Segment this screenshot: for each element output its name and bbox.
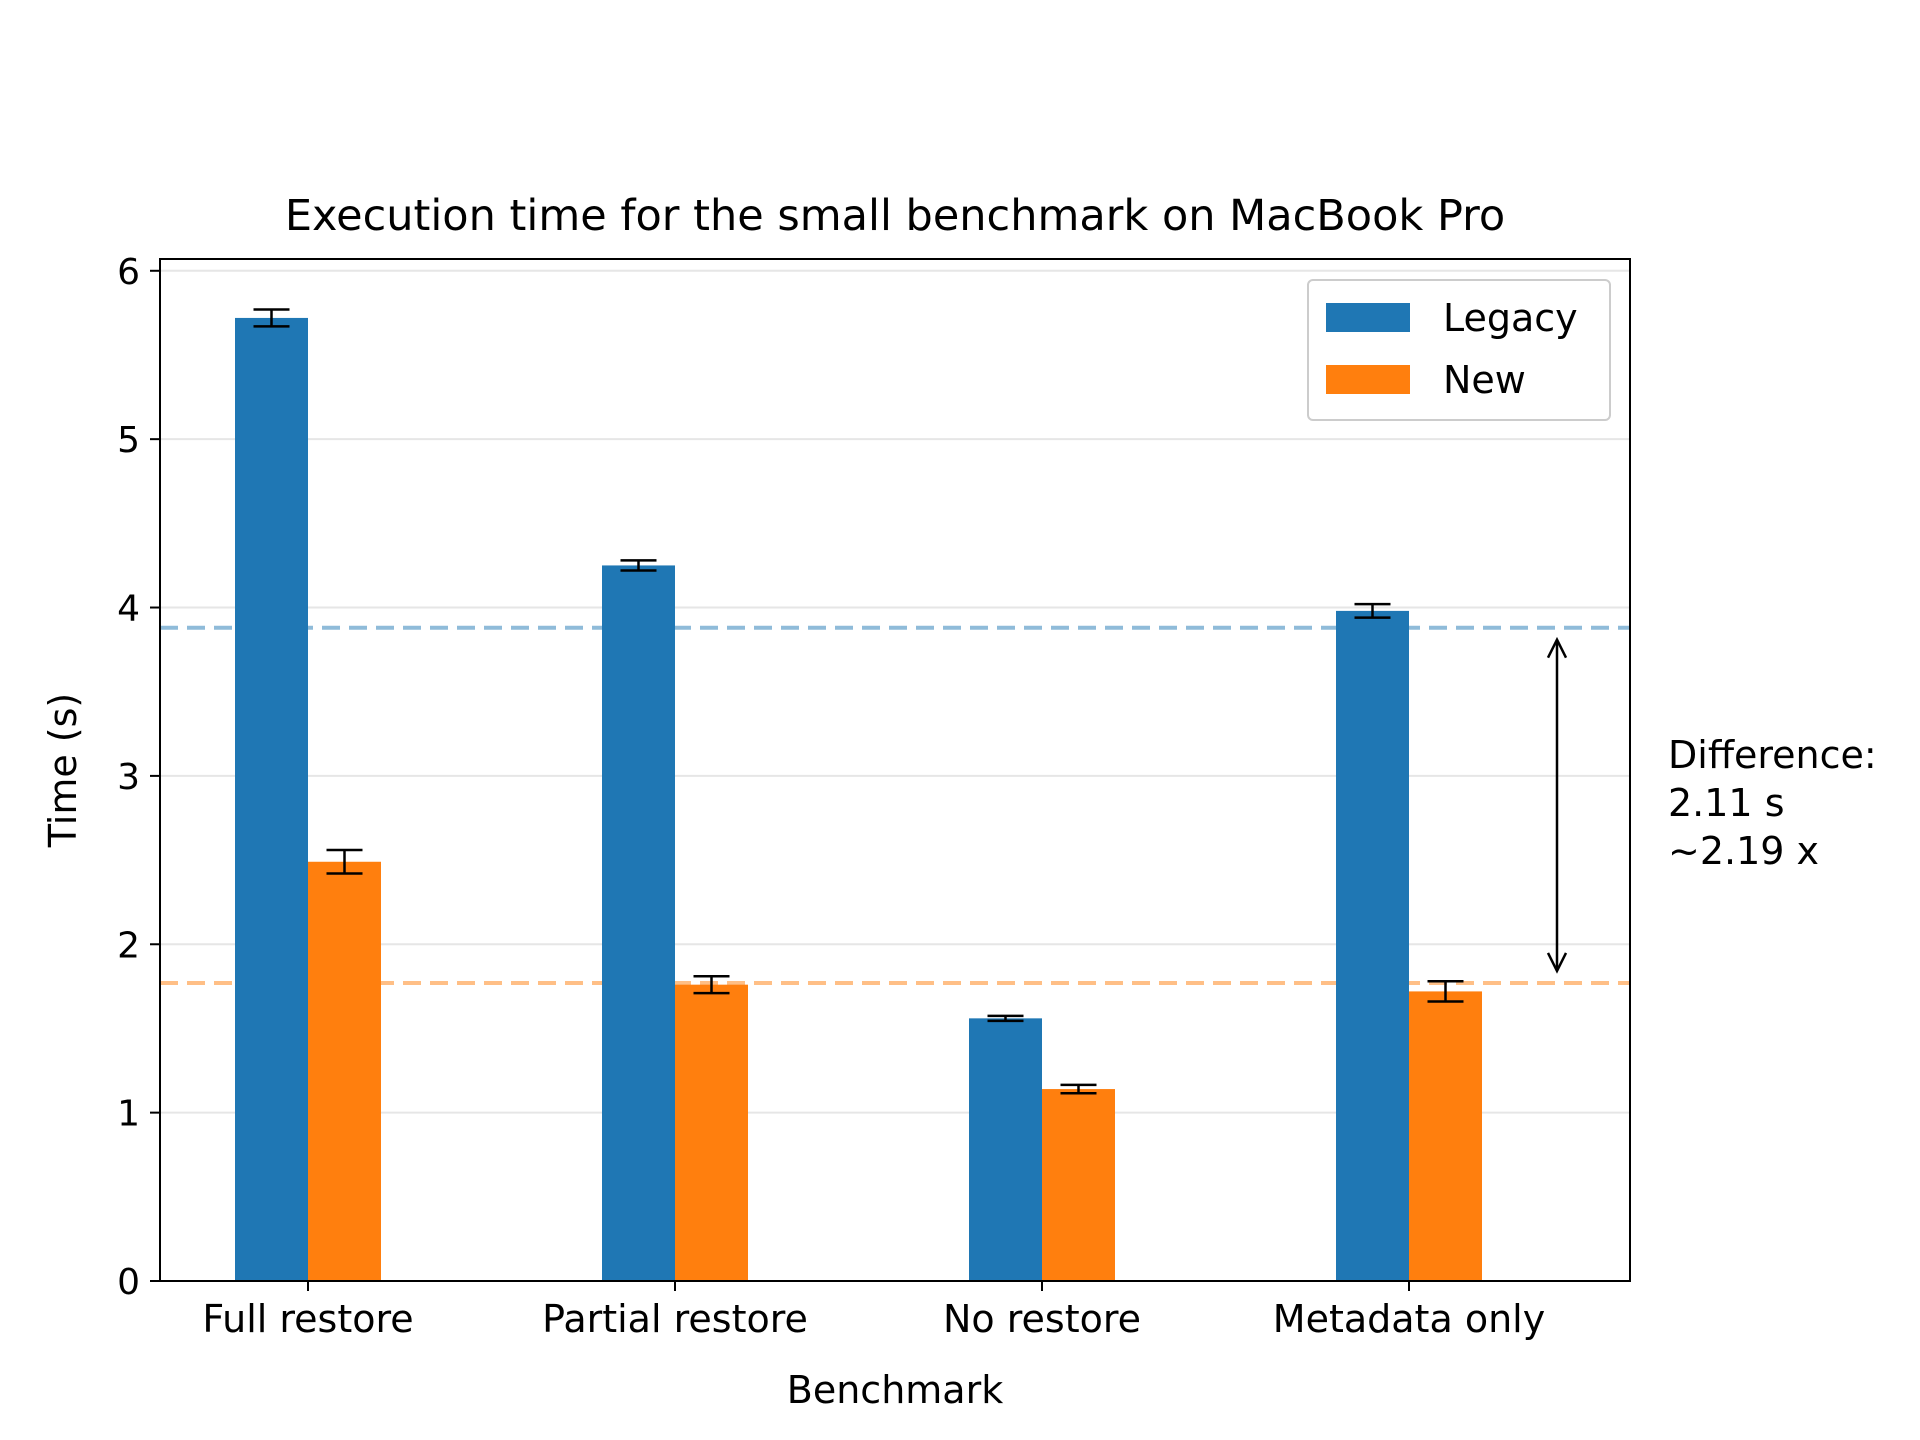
bar-new	[1042, 1089, 1115, 1281]
annotation-line-1: Difference:	[1668, 733, 1877, 777]
bar-new	[1409, 991, 1482, 1281]
y-tick-label: 2	[117, 925, 140, 966]
y-axis-label: Time (s)	[41, 693, 85, 849]
x-tick-label: No restore	[943, 1297, 1141, 1341]
bars	[235, 317, 1482, 1281]
arrow-head-up	[1546, 636, 1568, 659]
error-bars	[253, 308, 1464, 1095]
plot-frame	[159, 258, 1631, 1282]
bar-legacy	[235, 317, 308, 1281]
x-tick-label: Metadata only	[1273, 1297, 1545, 1341]
bar-new	[308, 861, 381, 1281]
y-tick-label: 1	[117, 1094, 140, 1135]
y-tick-label: 5	[117, 420, 140, 461]
y-axis-ticks: 0 1 2 3 4 5 6	[117, 252, 160, 1303]
bar-legacy	[969, 1018, 1042, 1281]
bar-legacy	[1336, 610, 1409, 1281]
annotation-line-2: 2.11 s	[1668, 781, 1785, 825]
legend-swatch-legacy	[1326, 303, 1410, 332]
arrow-head-down	[1546, 952, 1568, 974]
legend-label-legacy: Legacy	[1443, 296, 1578, 340]
annotation-line-3: ~2.19 x	[1668, 829, 1819, 873]
bar-new	[675, 984, 748, 1281]
legend-swatch-new	[1326, 365, 1410, 394]
x-tick-label: Full restore	[202, 1297, 413, 1341]
x-axis-ticks: Full restore Partial restore No restore Met…	[202, 1281, 1545, 1341]
chart-title: Execution time for the small benchmark o…	[285, 191, 1505, 241]
legend-label-new: New	[1443, 358, 1526, 402]
y-tick-label: 3	[117, 757, 140, 798]
bar-legacy	[602, 565, 675, 1281]
y-tick-label: 6	[117, 252, 140, 293]
y-tick-label: 4	[117, 589, 140, 630]
difference-annotation: Difference: 2.11 s ~2.19 x	[1546, 636, 1877, 974]
difference-arrow	[1546, 636, 1568, 974]
x-axis-label: Benchmark	[787, 1368, 1003, 1412]
x-tick-label: Partial restore	[542, 1297, 808, 1341]
legend: Legacy New	[1307, 279, 1611, 421]
y-tick-label: 0	[117, 1262, 140, 1303]
